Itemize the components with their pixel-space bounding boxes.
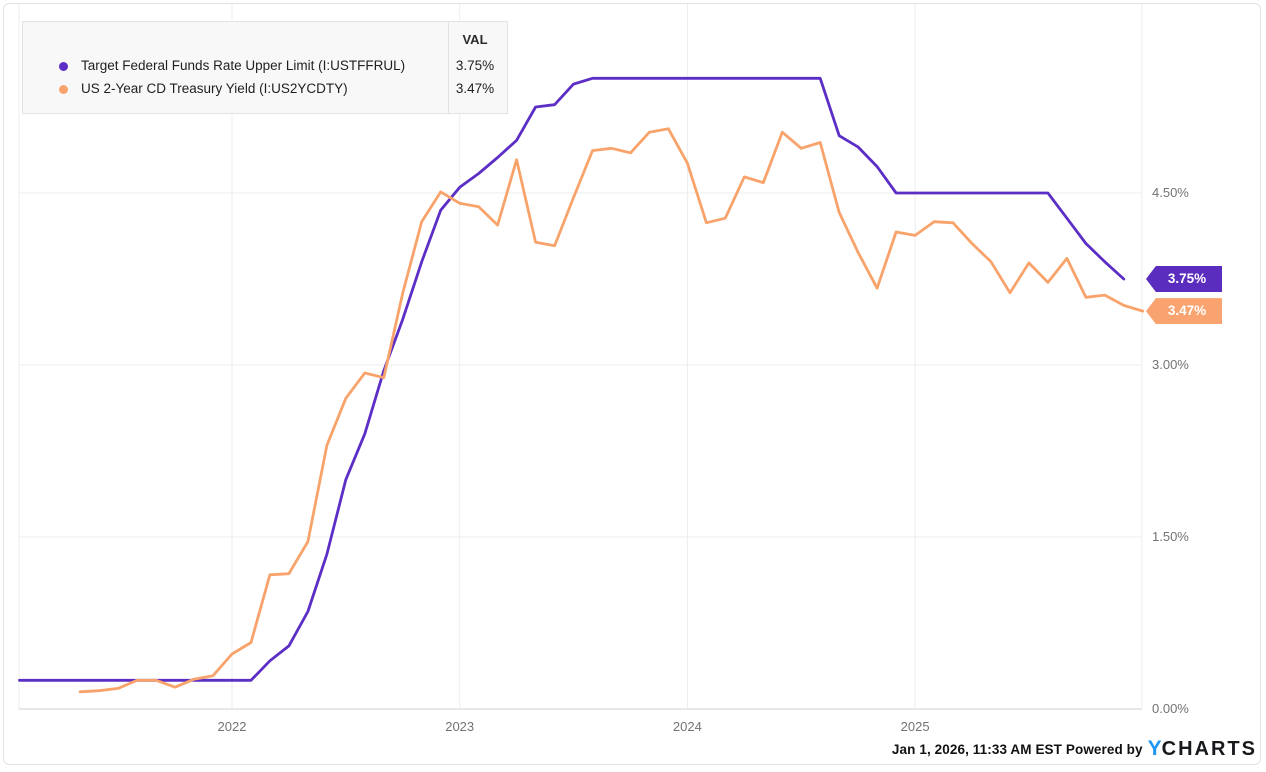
y-axis-tick-4.50%: 4.50% [1152,184,1189,200]
legend-series-name: Target Federal Funds Rate Upper Limit (I… [81,58,406,73]
ycharts-y-icon: Y [1147,737,1162,760]
legend-series-name: US 2-Year CD Treasury Yield (I:US2YCDTY) [81,81,348,96]
y-axis-tick-3.00%: 3.00% [1152,356,1189,372]
last-value-badge-purple: 3.75% [1146,265,1222,292]
series-dot-orange-icon [59,85,68,94]
series-dot-purple-icon [59,62,68,71]
x-axis-tick-2022: 2022 [217,719,247,734]
x-axis-tick-2023: 2023 [445,719,475,734]
legend-val-header: VAL [462,32,488,47]
series-line-I:US2YCDTY[interactable] [78,127,1145,694]
chart-card [3,3,1261,765]
y-axis-tick-0.00%: 0.00% [1152,701,1189,716]
series-line-I:USTFFRUL[interactable] [18,76,1126,682]
legend-column-divider [448,22,449,113]
attribution: Jan 1, 2026, 11:33 AM EST Powered by Y C… [892,737,1257,761]
legend-series-value: 3.47% [455,81,495,96]
y-axis-tick-1.50%: 1.50% [1152,528,1189,544]
legend-row-2yr-cd: US 2-Year CD Treasury Yield (I:US2YCDTY)… [23,78,507,101]
ycharts-logo: Y CHARTS [1148,737,1257,761]
last-value-badge-orange: 3.47% [1146,298,1222,325]
x-axis-tick-2024: 2024 [672,719,702,734]
timestamp-text: Jan 1, 2026, 11:33 AM EST Powered by [891,741,1143,757]
x-axis-tick-2025: 2025 [900,719,930,734]
legend-row-fed-funds: Target Federal Funds Rate Upper Limit (I… [23,55,507,78]
legend-box: VAL Target Federal Funds Rate Upper Limi… [22,21,508,114]
legend-series-value: 3.75% [455,58,495,73]
ycharts-wordmark: CHARTS [1161,738,1257,760]
